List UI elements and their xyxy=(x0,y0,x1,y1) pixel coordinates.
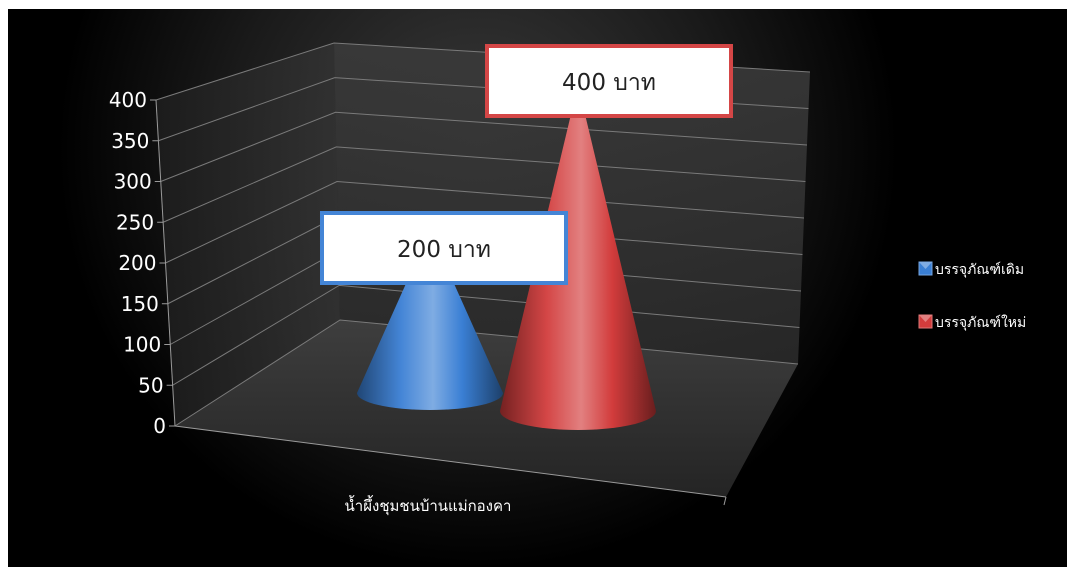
y-tick-label: 250 xyxy=(116,210,154,234)
gridline xyxy=(162,146,806,223)
x-category-label: น้ำผึ้งชุมชนบ้านแม่กองคา xyxy=(345,495,512,516)
legend-key-highlight xyxy=(919,262,932,269)
gridline xyxy=(160,111,808,182)
y-tick-label: 100 xyxy=(123,333,161,357)
cone-old-packaging xyxy=(357,230,503,410)
legend-label: บรรจุภัณฑ์เดิม xyxy=(935,261,1024,278)
legend-key-highlight xyxy=(919,315,932,322)
y-tick-label: 0 xyxy=(153,414,166,438)
data-label: 200 บาท xyxy=(397,237,491,263)
y-tick-label: 300 xyxy=(114,170,152,194)
side-wall xyxy=(156,43,340,426)
y-tick-label: 350 xyxy=(111,129,149,153)
y-tick-label: 50 xyxy=(138,373,163,397)
data-label-box xyxy=(320,211,568,285)
x-axis-line xyxy=(174,425,727,498)
gridline xyxy=(174,319,799,427)
cone-chart: 0 50 100 150 200 250 300 350 400 น้ำผึ้งชุมชนบ้าน… xyxy=(8,9,1067,567)
y-tick-label: 200 xyxy=(118,251,156,275)
cone-new-packaging xyxy=(500,85,656,430)
data-label: 400 บาท xyxy=(562,70,656,96)
legend-label: บรรจุภัณฑ์ใหม่ xyxy=(935,314,1026,331)
chart-area: 0 50 100 150 200 250 300 350 400 น้ำผึ้งชุมชนบ้าน… xyxy=(8,9,1067,567)
x-axis-tick xyxy=(723,496,727,506)
y-tick-label: 400 xyxy=(109,88,147,112)
gridline xyxy=(165,180,805,264)
gridline xyxy=(172,284,800,386)
data-label-box xyxy=(485,44,733,118)
y-tick-label: 150 xyxy=(121,292,159,316)
